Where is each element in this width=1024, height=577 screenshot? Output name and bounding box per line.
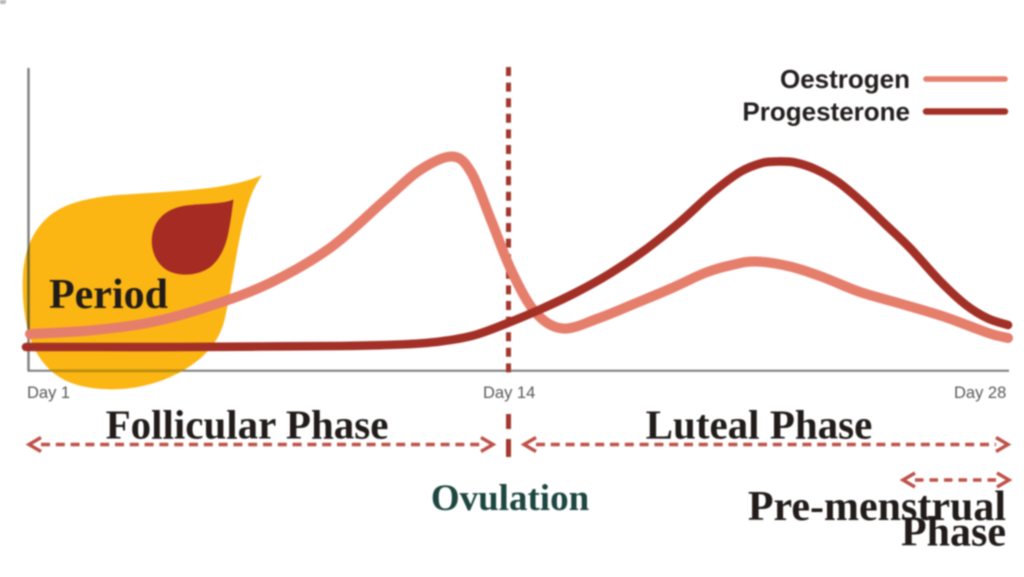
- svg-text:Progesterone: Progesterone: [742, 97, 910, 127]
- svg-text:Phase: Phase: [901, 510, 1006, 556]
- svg-text:Day 14: Day 14: [483, 384, 535, 402]
- svg-text:Follicular Phase: Follicular Phase: [106, 402, 389, 448]
- svg-text:Ovulation: Ovulation: [431, 478, 590, 519]
- svg-text:Day 1: Day 1: [27, 384, 70, 402]
- svg-text:Day 28: Day 28: [954, 384, 1006, 402]
- svg-text:Pre-menstrual: Pre-menstrual: [748, 484, 1006, 530]
- svg-text:Period: Period: [49, 272, 168, 318]
- svg-text:Luteal Phase: Luteal Phase: [646, 402, 873, 448]
- svg-text:Oestrogen: Oestrogen: [780, 64, 910, 94]
